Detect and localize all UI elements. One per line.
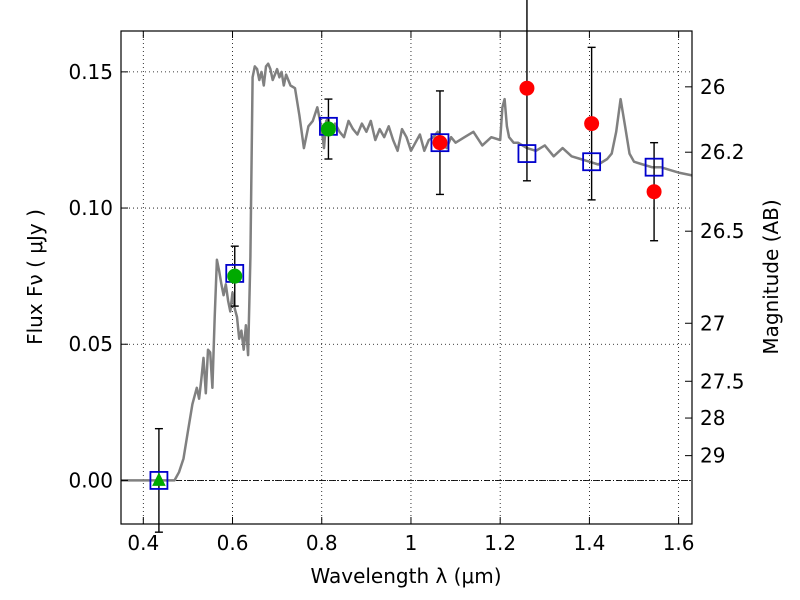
- y-axis-title: Flux Fν ( μJy ): [23, 209, 47, 345]
- x-tick-label: 0.8: [306, 531, 338, 555]
- model-point: [517, 144, 537, 163]
- observed-point: [432, 135, 448, 151]
- model-point: [149, 471, 169, 490]
- right-tick-label: 29: [700, 444, 725, 468]
- x-tick-label: 1.2: [484, 531, 516, 555]
- x-tick-label: 1: [405, 531, 418, 555]
- model-point: [644, 157, 664, 177]
- x-tick-label: 0.4: [127, 531, 159, 555]
- right-axis-title: Magnitude (AB): [759, 199, 783, 354]
- observed-points: [152, 80, 662, 486]
- x-tick-label: 0.6: [217, 531, 249, 555]
- observed-point: [519, 80, 535, 96]
- observed-point-upper-limit: [152, 472, 166, 486]
- right-tick-label: 27: [700, 311, 725, 335]
- observed-point: [584, 116, 600, 132]
- y-tick-label: 0.05: [68, 332, 113, 356]
- x-tick-label: 1.6: [663, 531, 695, 555]
- observed-point: [646, 184, 662, 200]
- y-tick-label: 0.10: [68, 196, 113, 220]
- y-tick-label: 0.15: [68, 60, 113, 84]
- x-tick-label: 1.4: [573, 531, 605, 555]
- right-tick-label: 27.5: [700, 369, 745, 393]
- plot-frame: [120, 30, 693, 525]
- observed-point: [227, 268, 243, 284]
- right-tick-label: 28: [700, 406, 725, 430]
- model-points: [149, 116, 664, 490]
- right-tick-label: 26.2: [700, 140, 745, 164]
- right-tick-label: 26.5: [700, 219, 745, 243]
- model-point: [430, 133, 450, 153]
- model-point: [582, 152, 602, 172]
- x-axis-title: Wavelength λ (μm): [310, 564, 501, 588]
- right-tick-label: 26: [700, 75, 725, 99]
- y-tick-label: 0.00: [68, 468, 113, 492]
- axis-ticks: 0.4 0.6 0.8 1 1.2 1.4 1.6 0.00 0.05 0.10 0.15 26 26.…: [68, 31, 745, 555]
- observed-point: [320, 121, 336, 137]
- grid-lines: [121, 31, 692, 524]
